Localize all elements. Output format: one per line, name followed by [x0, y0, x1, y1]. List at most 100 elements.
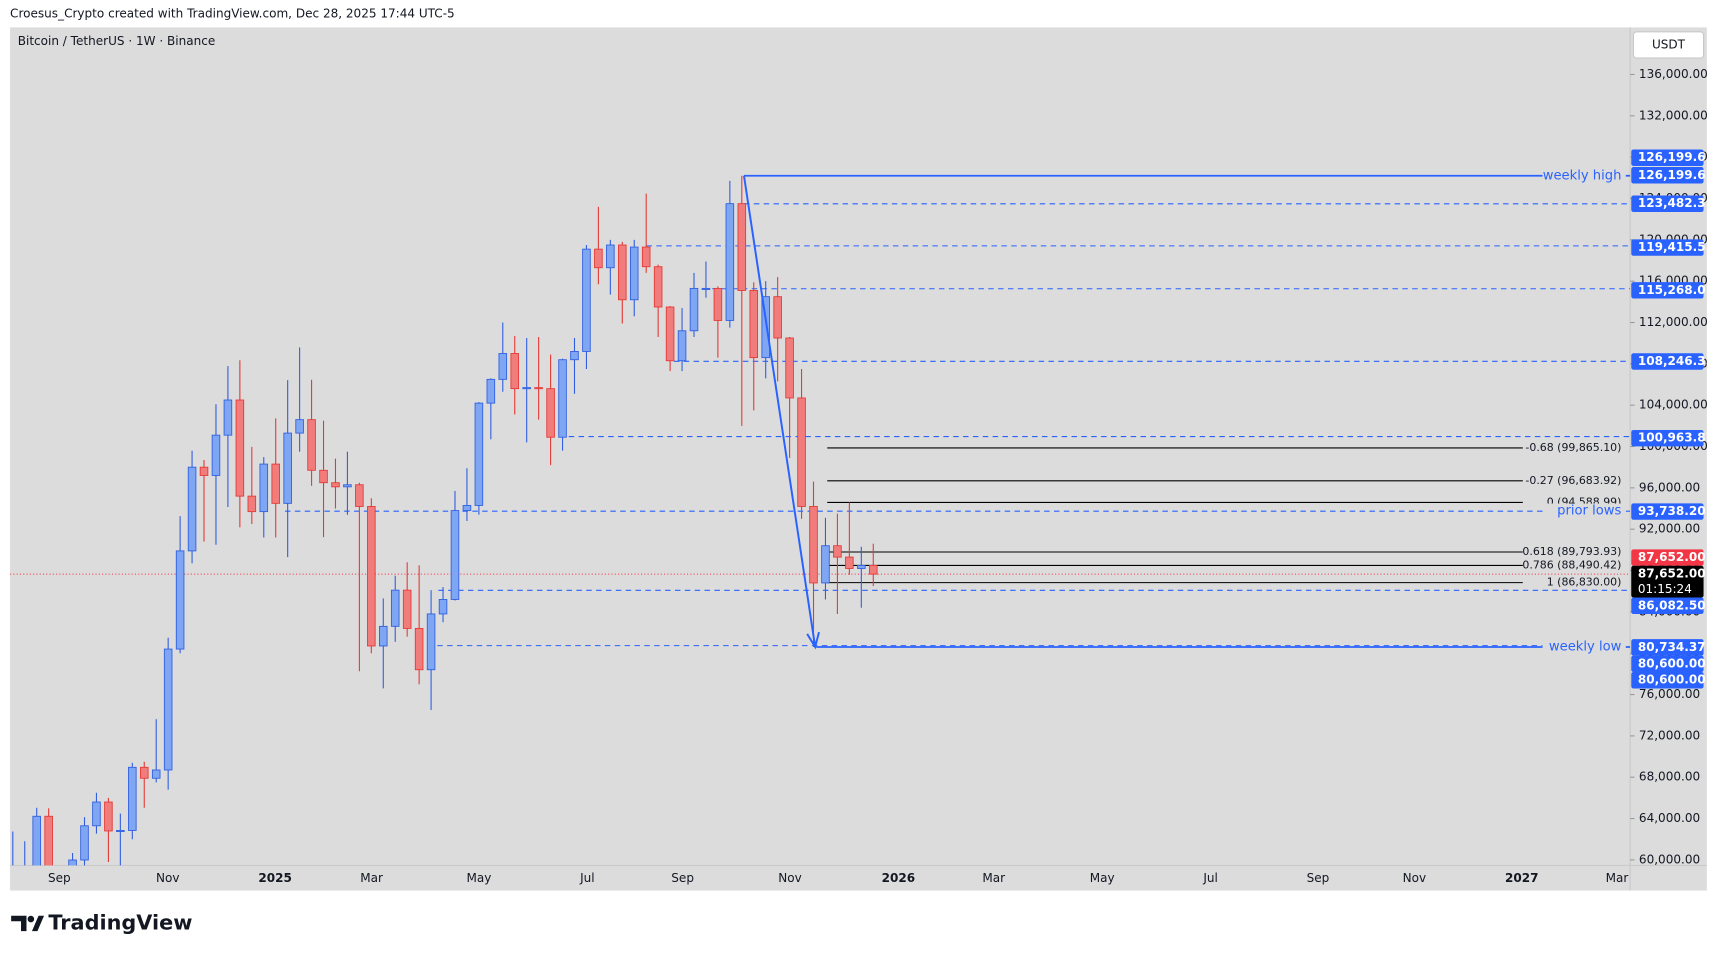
price-label-bg — [1631, 195, 1704, 212]
price-label-bg — [1631, 672, 1704, 689]
x-tick-label: May — [1090, 871, 1115, 885]
candle-body — [438, 599, 448, 615]
chart-title: Bitcoin / TetherUS · 1W · Binance — [18, 34, 216, 48]
candle-body — [259, 463, 269, 513]
annotation: weekly low — [1549, 640, 1622, 655]
price-label-bg — [1631, 503, 1704, 520]
price-label: 123,482.31 — [1638, 196, 1714, 210]
x-tick-label: 2026 — [882, 871, 916, 885]
price-label: 87,652.00 — [1638, 550, 1706, 564]
x-tick-label: Jul — [1202, 871, 1218, 885]
annotation-bg — [1542, 639, 1626, 655]
candle-body — [163, 648, 173, 771]
candle-body — [582, 248, 591, 352]
candle-body — [558, 359, 567, 438]
y-tick-label: 64,000.00 — [1639, 811, 1700, 825]
candle-body — [510, 353, 520, 390]
candle-body — [247, 495, 257, 513]
candle-body — [128, 766, 137, 831]
annotation-bg — [1542, 168, 1626, 184]
x-tick-label: Nov — [1403, 871, 1426, 885]
candle-body — [462, 504, 472, 512]
x-tick-label: Mar — [982, 871, 1005, 885]
x-tick-label: 2027 — [1505, 871, 1539, 885]
x-tick-label: Nov — [778, 871, 801, 885]
y-tick-label: 68,000.00 — [1639, 770, 1700, 784]
candle-body — [821, 545, 830, 584]
candle-body — [92, 801, 101, 827]
candle-body — [749, 290, 759, 359]
price-label-bg — [1631, 149, 1704, 166]
candle-body — [498, 353, 508, 380]
candle-body — [199, 466, 209, 476]
currency-button[interactable] — [1632, 31, 1705, 59]
candle-body — [761, 296, 770, 359]
candle-body — [713, 287, 723, 321]
arrow-head — [806, 631, 820, 650]
y-tick-label: 72,000.00 — [1639, 728, 1700, 742]
candle-body — [223, 399, 233, 436]
candle-body — [594, 248, 603, 269]
price-label: 126,199.63 — [1638, 150, 1714, 164]
y-tick-label: 92,000.00 — [1639, 522, 1700, 536]
price-label: 87,652.00 — [1638, 566, 1706, 580]
candle-body — [534, 387, 543, 390]
candle-body — [570, 351, 579, 361]
y-tick-label: 112,000.00 — [1639, 315, 1708, 329]
x-tick-label: Sep — [1307, 871, 1330, 885]
candle-body — [606, 244, 615, 269]
candle-body — [307, 419, 316, 471]
price-label: 86,082.50 — [1638, 598, 1706, 612]
price-label: 119,415.55 — [1638, 240, 1714, 254]
candle-body — [44, 815, 53, 866]
candle-body — [151, 769, 161, 779]
candle-body — [139, 766, 149, 779]
candle-body — [773, 296, 782, 339]
candle-body — [343, 484, 352, 488]
chart-frame — [10, 27, 1707, 891]
x-tick-label: Mar — [1606, 871, 1629, 885]
candle-body — [653, 266, 663, 308]
y-tick-label: 76,000.00 — [1639, 687, 1700, 701]
price-label: 115,268.01 — [1638, 283, 1714, 297]
candle-body — [80, 825, 89, 861]
candle-body — [629, 246, 639, 301]
branding: TradingView — [48, 910, 192, 934]
candle-body — [104, 801, 113, 832]
annotation: weekly high — [1543, 168, 1622, 183]
y-tick-label: 132,000.00 — [1639, 108, 1708, 122]
price-label-bg — [1631, 597, 1704, 614]
currency[interactable]: USDT — [1652, 37, 1686, 51]
price-label-bg — [1631, 639, 1704, 656]
price-label-bg — [1631, 167, 1704, 184]
y-tick-label: 60,000.00 — [1639, 852, 1700, 866]
price-label-bg — [1631, 549, 1704, 566]
candle-body — [187, 466, 197, 552]
fib-label: 0.618 (89,793.93) — [1522, 545, 1621, 558]
candle-body — [868, 564, 878, 575]
candle-body — [486, 378, 496, 404]
plot-area: -0.68 (99,865.10)-0.27 (96,683.92)0 (94,… — [10, 168, 1631, 866]
fib-label: -0.27 (96,683.92) — [1525, 474, 1621, 487]
candle-body — [402, 589, 412, 629]
x-tick-label: Jul — [579, 871, 595, 885]
candle-body — [390, 589, 400, 627]
y-tick-label: 96,000.00 — [1639, 480, 1700, 494]
price-label: 93,738.20 — [1638, 504, 1706, 518]
candle-body — [331, 482, 340, 488]
candle-body — [68, 859, 77, 866]
arrow-line — [743, 175, 817, 648]
candle-body — [641, 246, 651, 268]
y-tick-label: 104,000.00 — [1639, 398, 1708, 412]
x-tick-label: Sep — [48, 871, 71, 885]
price-label-bg — [1631, 353, 1704, 370]
annotation: prior lows — [1557, 504, 1621, 519]
candle-body — [426, 613, 436, 671]
price-label-bg — [1631, 282, 1704, 299]
price-label: 80,600.00 — [1638, 673, 1706, 687]
candle-body — [797, 397, 806, 507]
x-tick-label: Nov — [156, 871, 179, 885]
fib-label: -0.68 (99,865.10) — [1525, 441, 1621, 454]
y-tick-label: 136,000.00 — [1639, 67, 1708, 81]
